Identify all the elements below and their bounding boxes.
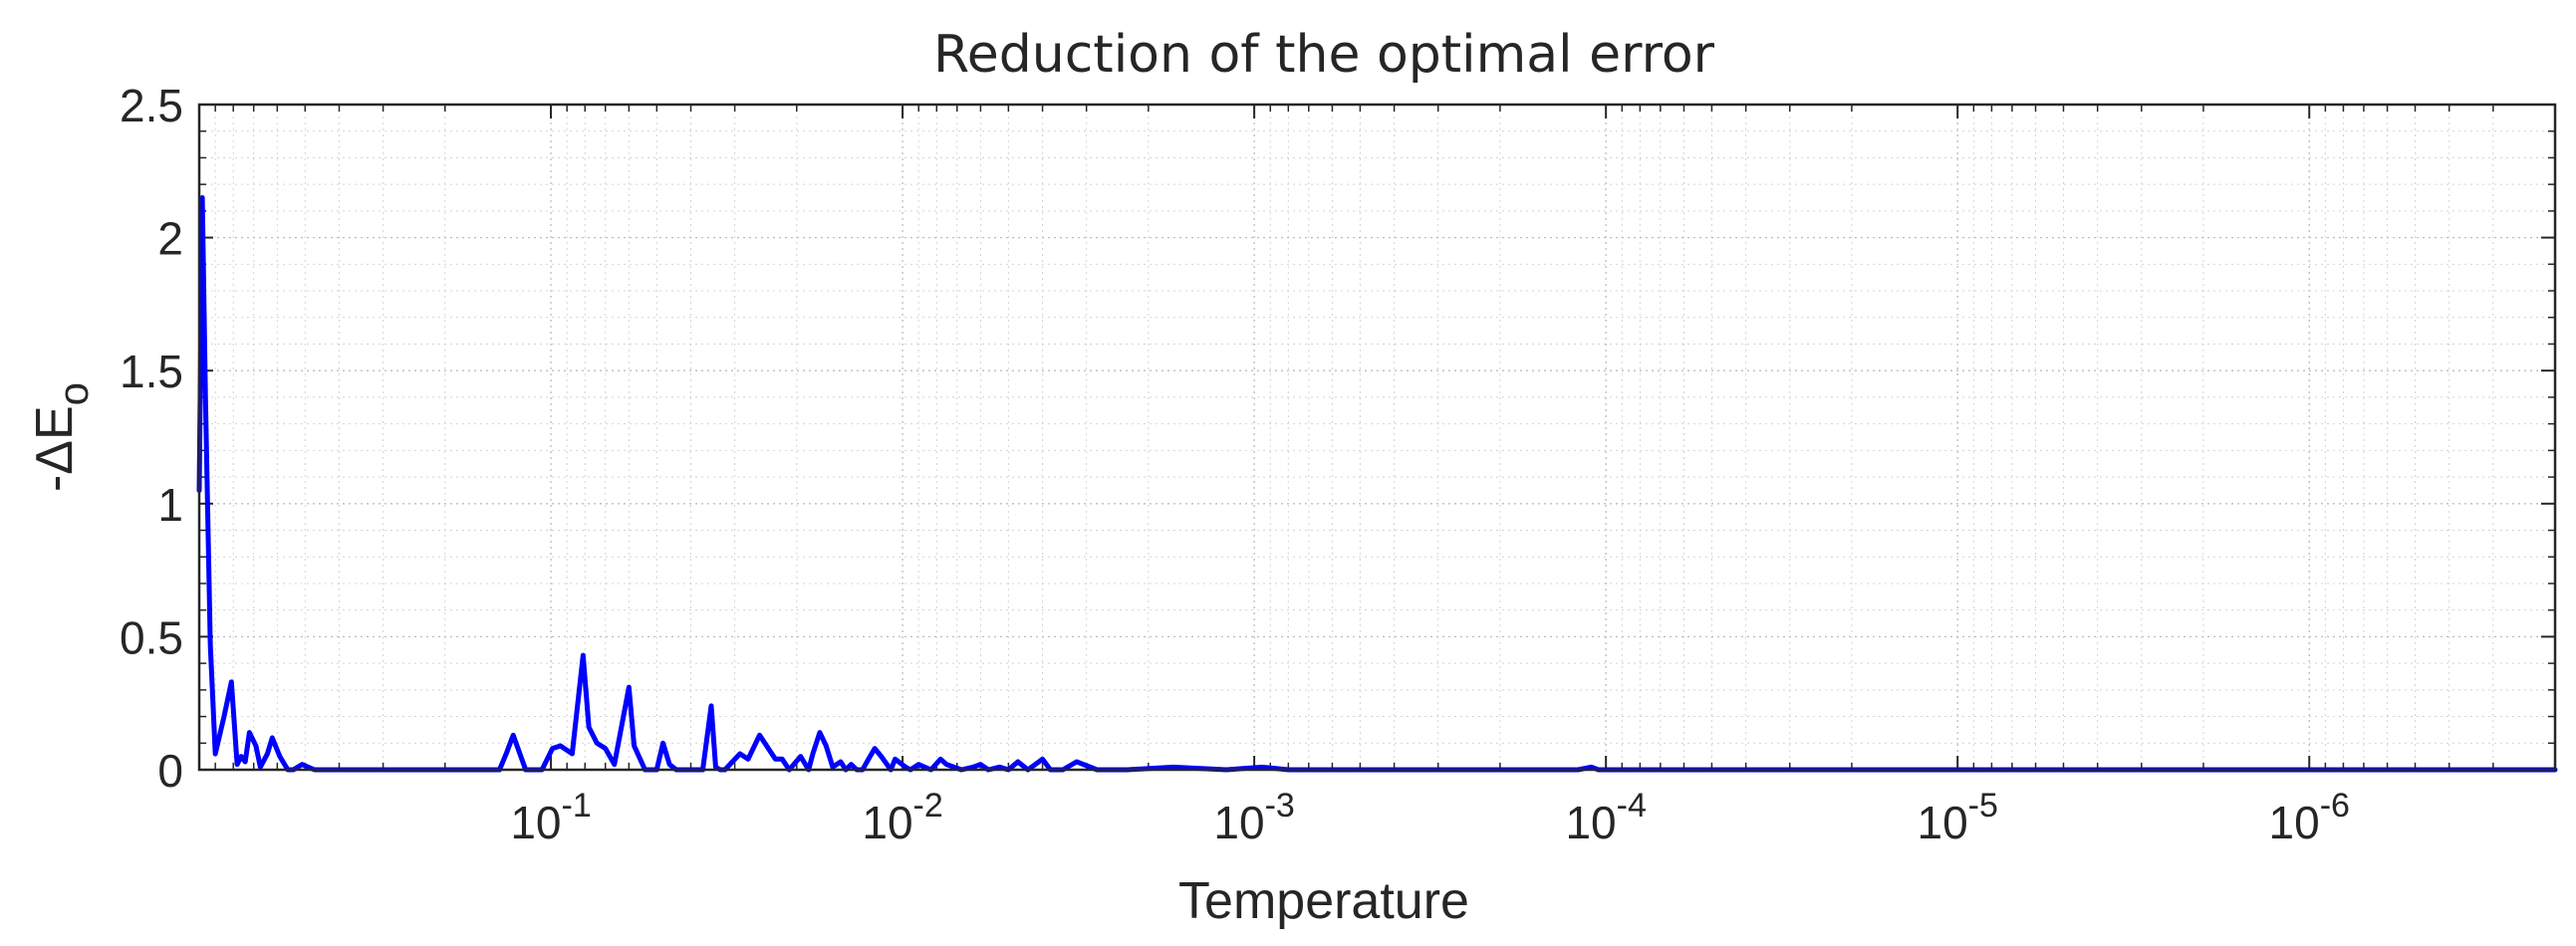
x-tick-label: 10-5: [1917, 787, 1997, 848]
x-tick-label-base: 10: [862, 797, 912, 848]
x-tick-label: 10-6: [2269, 787, 2350, 848]
chart-title: Reduction of the optimal error: [933, 25, 1715, 85]
y-axis-label: -ΔEo: [26, 382, 97, 492]
x-tick-label-exponent: -2: [913, 787, 943, 825]
x-tick-label: 10-4: [1565, 787, 1646, 848]
y-tick-label: 2: [157, 213, 183, 265]
x-tick-label: 10-2: [862, 787, 942, 848]
x-tick-label-base: 10: [1565, 797, 1616, 848]
x-tick-label: 10-1: [510, 787, 591, 848]
x-tick-label-base: 10: [1917, 797, 1967, 848]
y-tick-label: 0: [157, 745, 183, 797]
x-axis-label: Temperature: [1178, 872, 1469, 930]
svg-text:-ΔEo: -ΔEo: [26, 382, 97, 492]
x-tick-label-base: 10: [2269, 797, 2320, 848]
x-tick-label-exponent: -3: [1265, 787, 1295, 825]
y-axis-label-main: -ΔE: [26, 405, 84, 492]
x-tick-labels: 10-1 10-2 10-3 10-4 10-5 10-6: [510, 787, 2350, 848]
y-tick-labels: 0 0.5 1 1.5 2 2.5: [120, 80, 183, 797]
y-tick-label: 0.5: [120, 611, 183, 663]
x-tick-label-exponent: -5: [1968, 787, 1998, 825]
plot-area: [199, 105, 2555, 770]
y-tick-label: 1: [157, 479, 183, 531]
y-tick-label: 2.5: [120, 80, 183, 131]
y-tick-label: 1.5: [120, 346, 183, 397]
x-tick-label-exponent: -4: [1617, 787, 1647, 825]
x-tick-label-exponent: -1: [562, 787, 592, 825]
x-tick-label-base: 10: [510, 797, 561, 848]
x-tick-label: 10-3: [1213, 787, 1294, 848]
x-tick-label-base: 10: [1213, 797, 1264, 848]
y-axis-label-subscript: o: [50, 382, 97, 405]
x-tick-label-exponent: -6: [2320, 787, 2350, 825]
axes-box: [197, 103, 2557, 772]
